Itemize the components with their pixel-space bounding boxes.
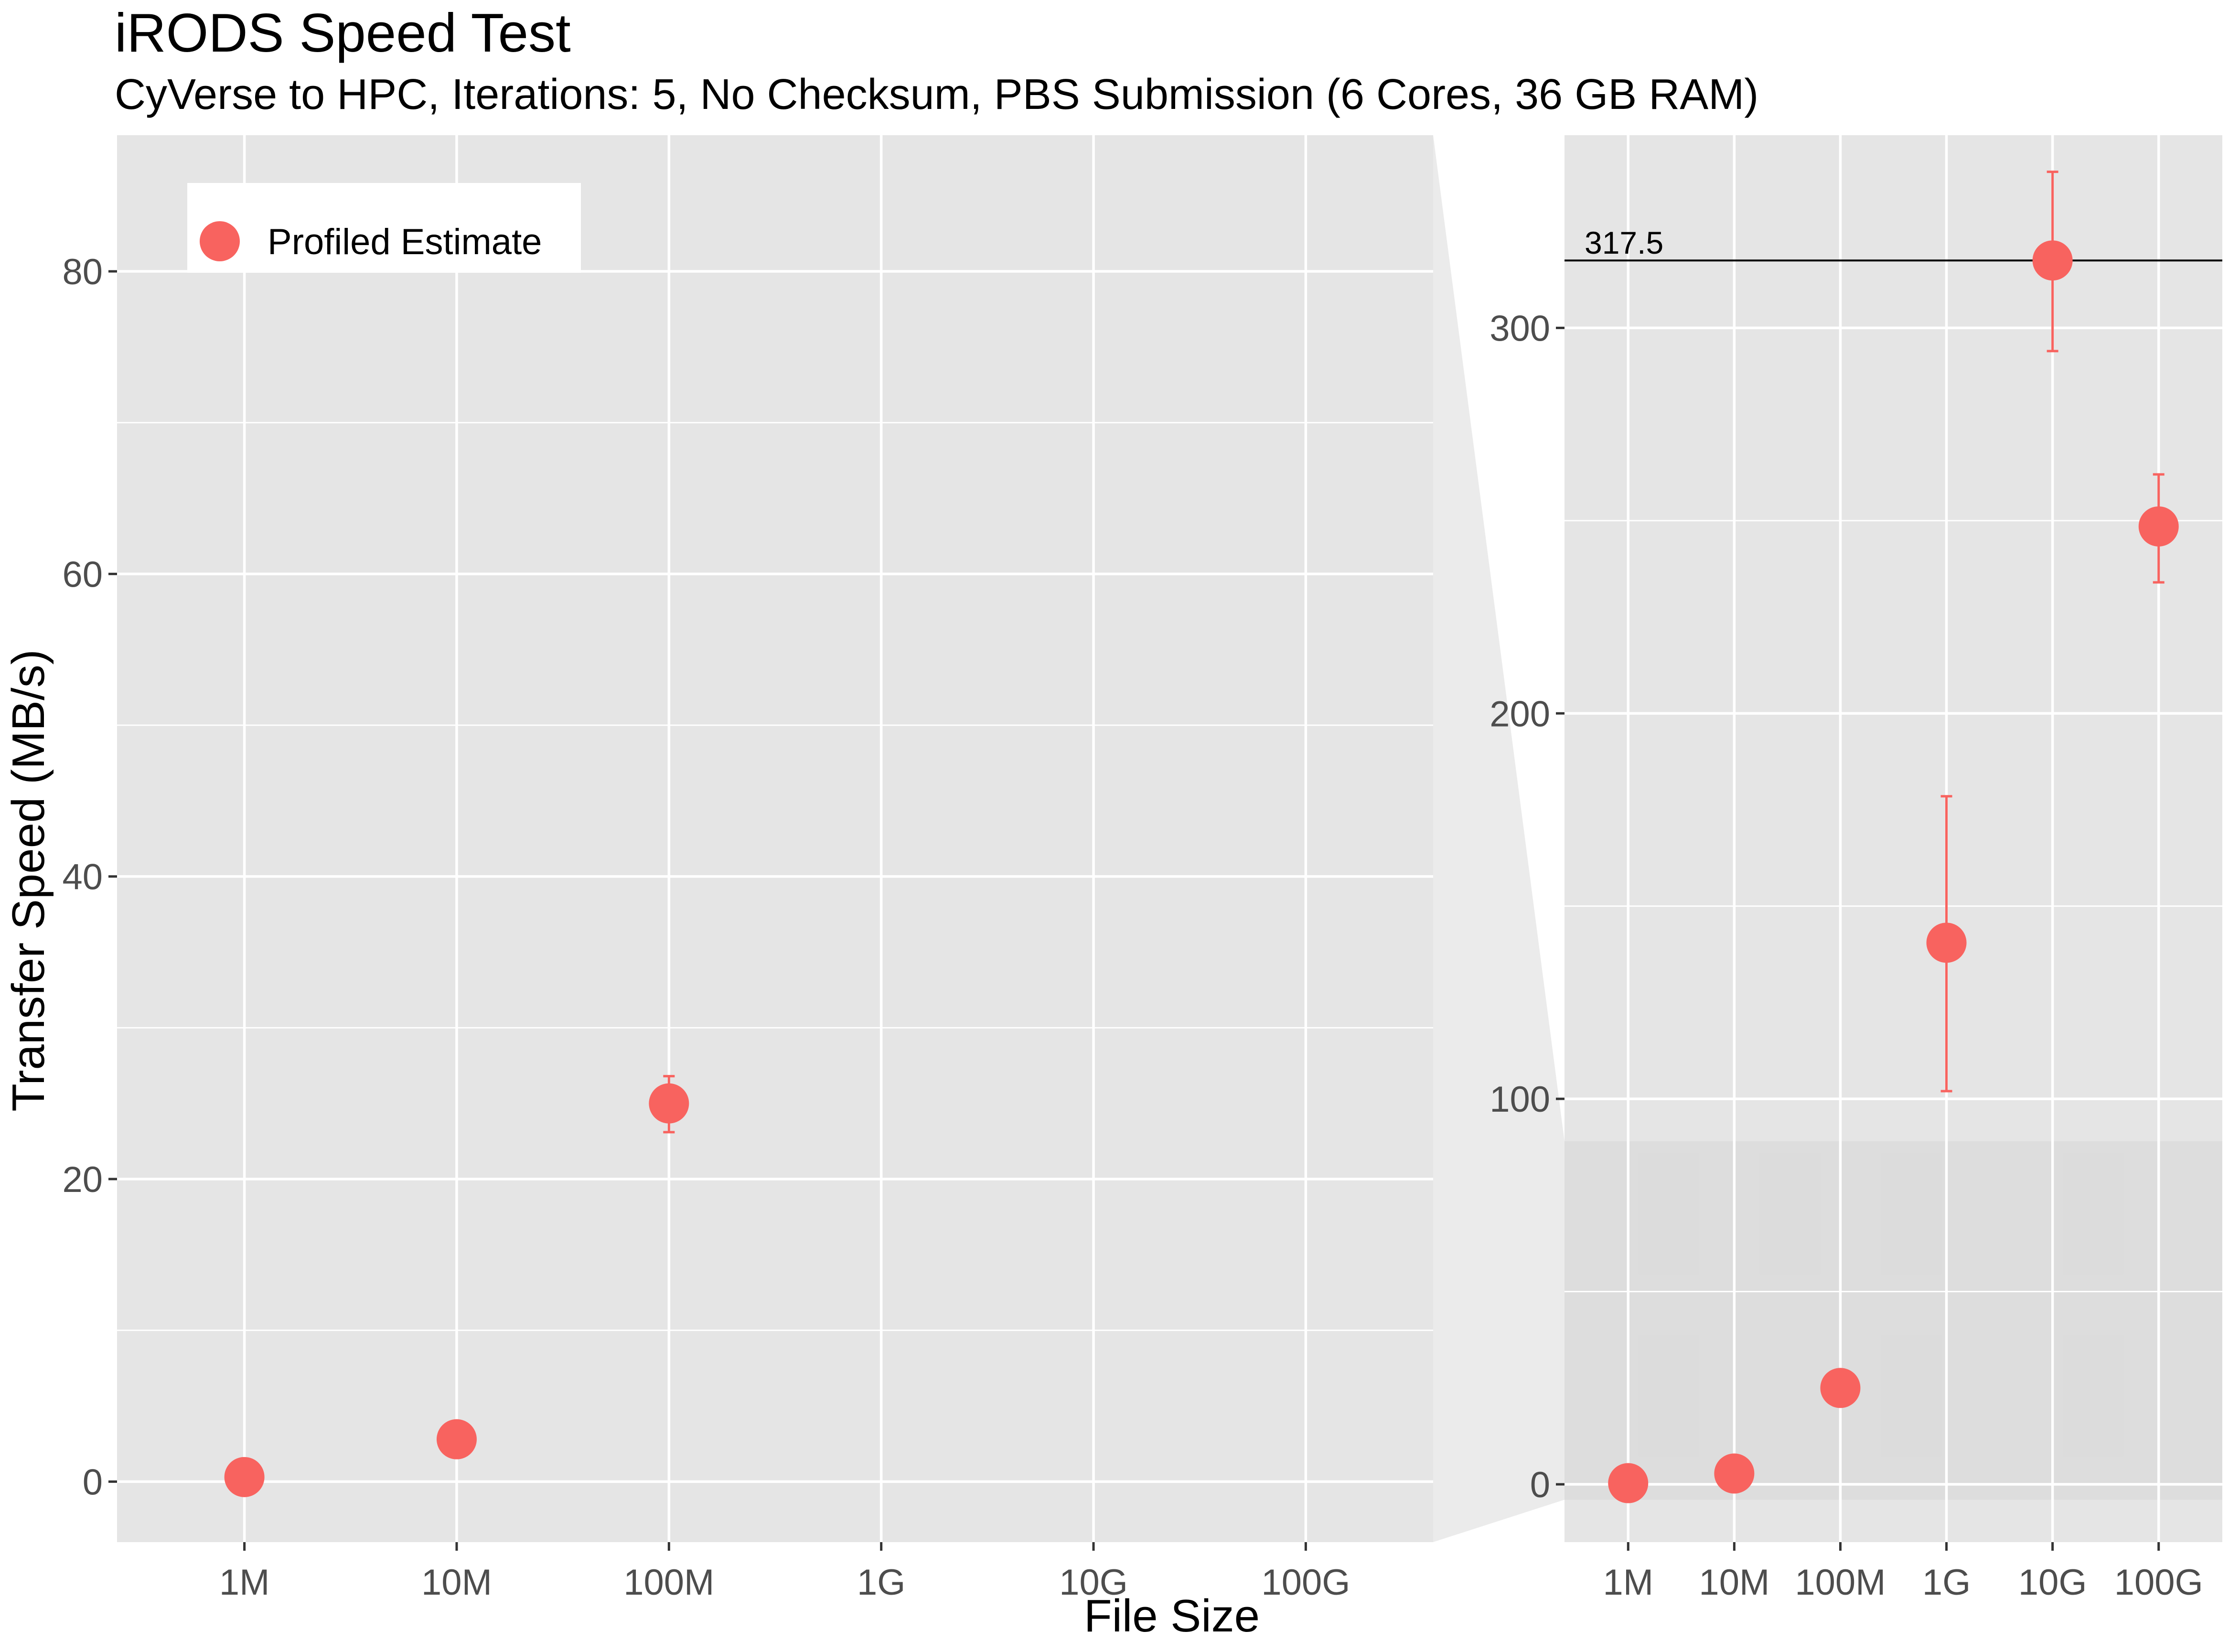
zoom-x-tick-label: 10M — [1699, 1562, 1769, 1603]
zoom-data-point — [2032, 240, 2073, 281]
x-axis-title: File Size — [1084, 1590, 1260, 1641]
main-gridlines — [117, 135, 1433, 1542]
main-x-tick-labels: 1M 10M 100M 1G 10G 100G — [219, 1542, 1350, 1603]
zoom-data-point — [1926, 923, 1967, 963]
legend-label: Profiled Estimate — [268, 222, 542, 262]
zoom-x-tick-label: 1G — [1922, 1562, 1971, 1603]
main-y-tick-labels: 0 20 40 60 80 — [62, 252, 117, 1502]
zoom-y-tick-label: 200 — [1490, 694, 1550, 734]
zoom-x-tick-label: 1M — [1603, 1562, 1653, 1603]
zoom-highlight-band — [1565, 1141, 2222, 1500]
main-x-tick-label: 10M — [421, 1562, 492, 1603]
zoom-gridlines — [1565, 135, 2222, 1542]
main-x-tick-label: 10G — [1059, 1562, 1128, 1603]
legend: Profiled Estimate — [187, 183, 581, 273]
legend-box — [187, 183, 581, 273]
zoom-y-tick-label: 0 — [1530, 1465, 1550, 1505]
zoom-panel: 0 100 200 300 1M 10M 100M 1G 10G 100G 317.5 — [1490, 135, 2222, 1603]
y-axis-title: Transfer Speed (MB/s) — [3, 649, 54, 1111]
zoom-y-tick-label: 100 — [1490, 1079, 1550, 1120]
zoom-points — [1608, 171, 2179, 1503]
main-y-tick-label: 20 — [62, 1159, 103, 1200]
main-x-tick-label: 100M — [623, 1562, 714, 1603]
main-x-tick-label: 100G — [1261, 1562, 1350, 1603]
main-y-tick-label: 40 — [62, 857, 103, 898]
main-panel: 0 20 40 60 80 1M 10M 100M 1G 10G 100G — [62, 135, 1433, 1603]
chart-subtitle: CyVerse to HPC, Iterations: 5, No Checks… — [115, 71, 1758, 118]
zoom-x-tick-label: 100M — [1795, 1562, 1886, 1603]
main-data-point — [649, 1083, 689, 1124]
main-y-tick-label: 0 — [83, 1462, 103, 1502]
zoom-connector — [1433, 135, 1565, 1542]
main-x-tick-label: 1M — [219, 1562, 270, 1603]
reference-line-label: 317.5 — [1585, 225, 1663, 260]
main-data-point — [436, 1419, 477, 1459]
zoom-data-point — [2138, 506, 2179, 547]
main-x-tick-label: 1G — [857, 1562, 905, 1603]
zoom-x-tick-label: 100G — [2114, 1562, 2203, 1603]
zoom-x-tick-labels: 1M 10M 100M 1G 10G 100G — [1603, 1542, 2203, 1603]
legend-key-point — [200, 221, 240, 261]
zoom-data-point — [1608, 1463, 1649, 1503]
main-points — [224, 1075, 689, 1497]
zoom-y-tick-label: 300 — [1490, 308, 1550, 349]
zoom-data-point — [1820, 1368, 1861, 1408]
zoom-x-tick-label: 10G — [2018, 1562, 2087, 1603]
zoom-y-tick-labels: 0 100 200 300 — [1490, 308, 1565, 1505]
main-panel-background — [117, 135, 1433, 1542]
main-y-tick-label: 60 — [62, 554, 103, 595]
main-data-point — [224, 1457, 265, 1497]
main-y-tick-label: 80 — [62, 252, 103, 292]
chart-title: iRODS Speed Test — [115, 3, 571, 64]
zoom-data-point — [1714, 1453, 1755, 1494]
